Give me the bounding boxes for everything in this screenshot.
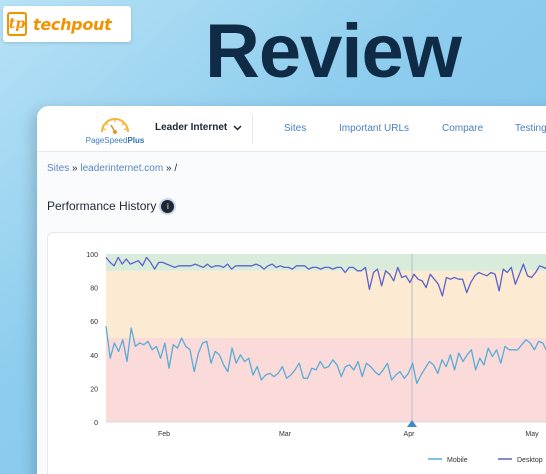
y-tick-label: 60 (90, 319, 98, 326)
nav-sites[interactable]: Sites (284, 123, 307, 134)
app-window: PageSpeedPlus Leader Internet Sites Impo… (37, 106, 546, 474)
page-title: Performance History i (47, 199, 175, 213)
site-selector[interactable]: Leader Internet (155, 122, 242, 133)
breadcrumb-sites-link[interactable]: Sites (47, 163, 70, 174)
score-band (106, 270, 546, 338)
breadcrumb: Sites » leaderinternet.com » / (47, 163, 177, 174)
legend-label: Mobile (447, 457, 468, 464)
series-line-desktop (105, 256, 546, 297)
y-tick-label: 100 (86, 252, 98, 259)
breadcrumb-separator: » (72, 163, 78, 174)
date-marker-triangle (407, 420, 417, 427)
nav-compare[interactable]: Compare (442, 123, 484, 134)
pagespeedplus-logo[interactable]: PageSpeedPlus (65, 110, 165, 150)
y-tick-label: 40 (90, 353, 98, 360)
site-selector-label: Leader Internet (155, 122, 228, 133)
series-line-mobile (105, 326, 546, 385)
top-navbar: PageSpeedPlus Leader Internet Sites Impo… (37, 106, 546, 152)
breadcrumb-separator: » (165, 163, 172, 174)
y-tick-label: 80 (90, 286, 98, 293)
y-tick-label: 0 (94, 420, 98, 427)
nav-testing[interactable]: Testing (515, 123, 546, 134)
chevron-down-icon (233, 124, 242, 131)
x-tick-label: Apr (404, 431, 416, 438)
legend-label: Desktop (517, 457, 543, 464)
gauge-icon (101, 118, 129, 134)
page-title-text: Performance History (47, 199, 157, 213)
x-tick-label: Feb (158, 431, 170, 438)
info-icon[interactable]: i (161, 199, 175, 213)
score-band (106, 254, 546, 271)
pagespeedplus-wordmark: PageSpeedPlus (85, 136, 145, 145)
y-tick-label: 20 (90, 386, 98, 393)
x-tick-label: May (525, 431, 539, 438)
breadcrumb-current-path: / (174, 163, 178, 174)
review-headline: Review (205, 9, 462, 94)
techpout-logo-text: techpout (33, 14, 112, 34)
x-tick-label: Mar (279, 431, 292, 438)
score-band (106, 338, 546, 422)
breadcrumb-site-link[interactable]: leaderinternet.com (80, 163, 164, 174)
techpout-logo-mark: tp (7, 12, 27, 36)
performance-history-chart: 0 20 40 60 80 100 Feb Mar Apr May Mobile Desktop (47, 232, 546, 474)
techpout-logo: tp techpout (3, 6, 131, 42)
nav-important-urls[interactable]: Important URLs (339, 123, 410, 134)
performance-chart-svg: 0 20 40 60 80 100 Feb Mar Apr May Mobile Desktop (86, 252, 546, 464)
nav-divider (252, 114, 253, 144)
